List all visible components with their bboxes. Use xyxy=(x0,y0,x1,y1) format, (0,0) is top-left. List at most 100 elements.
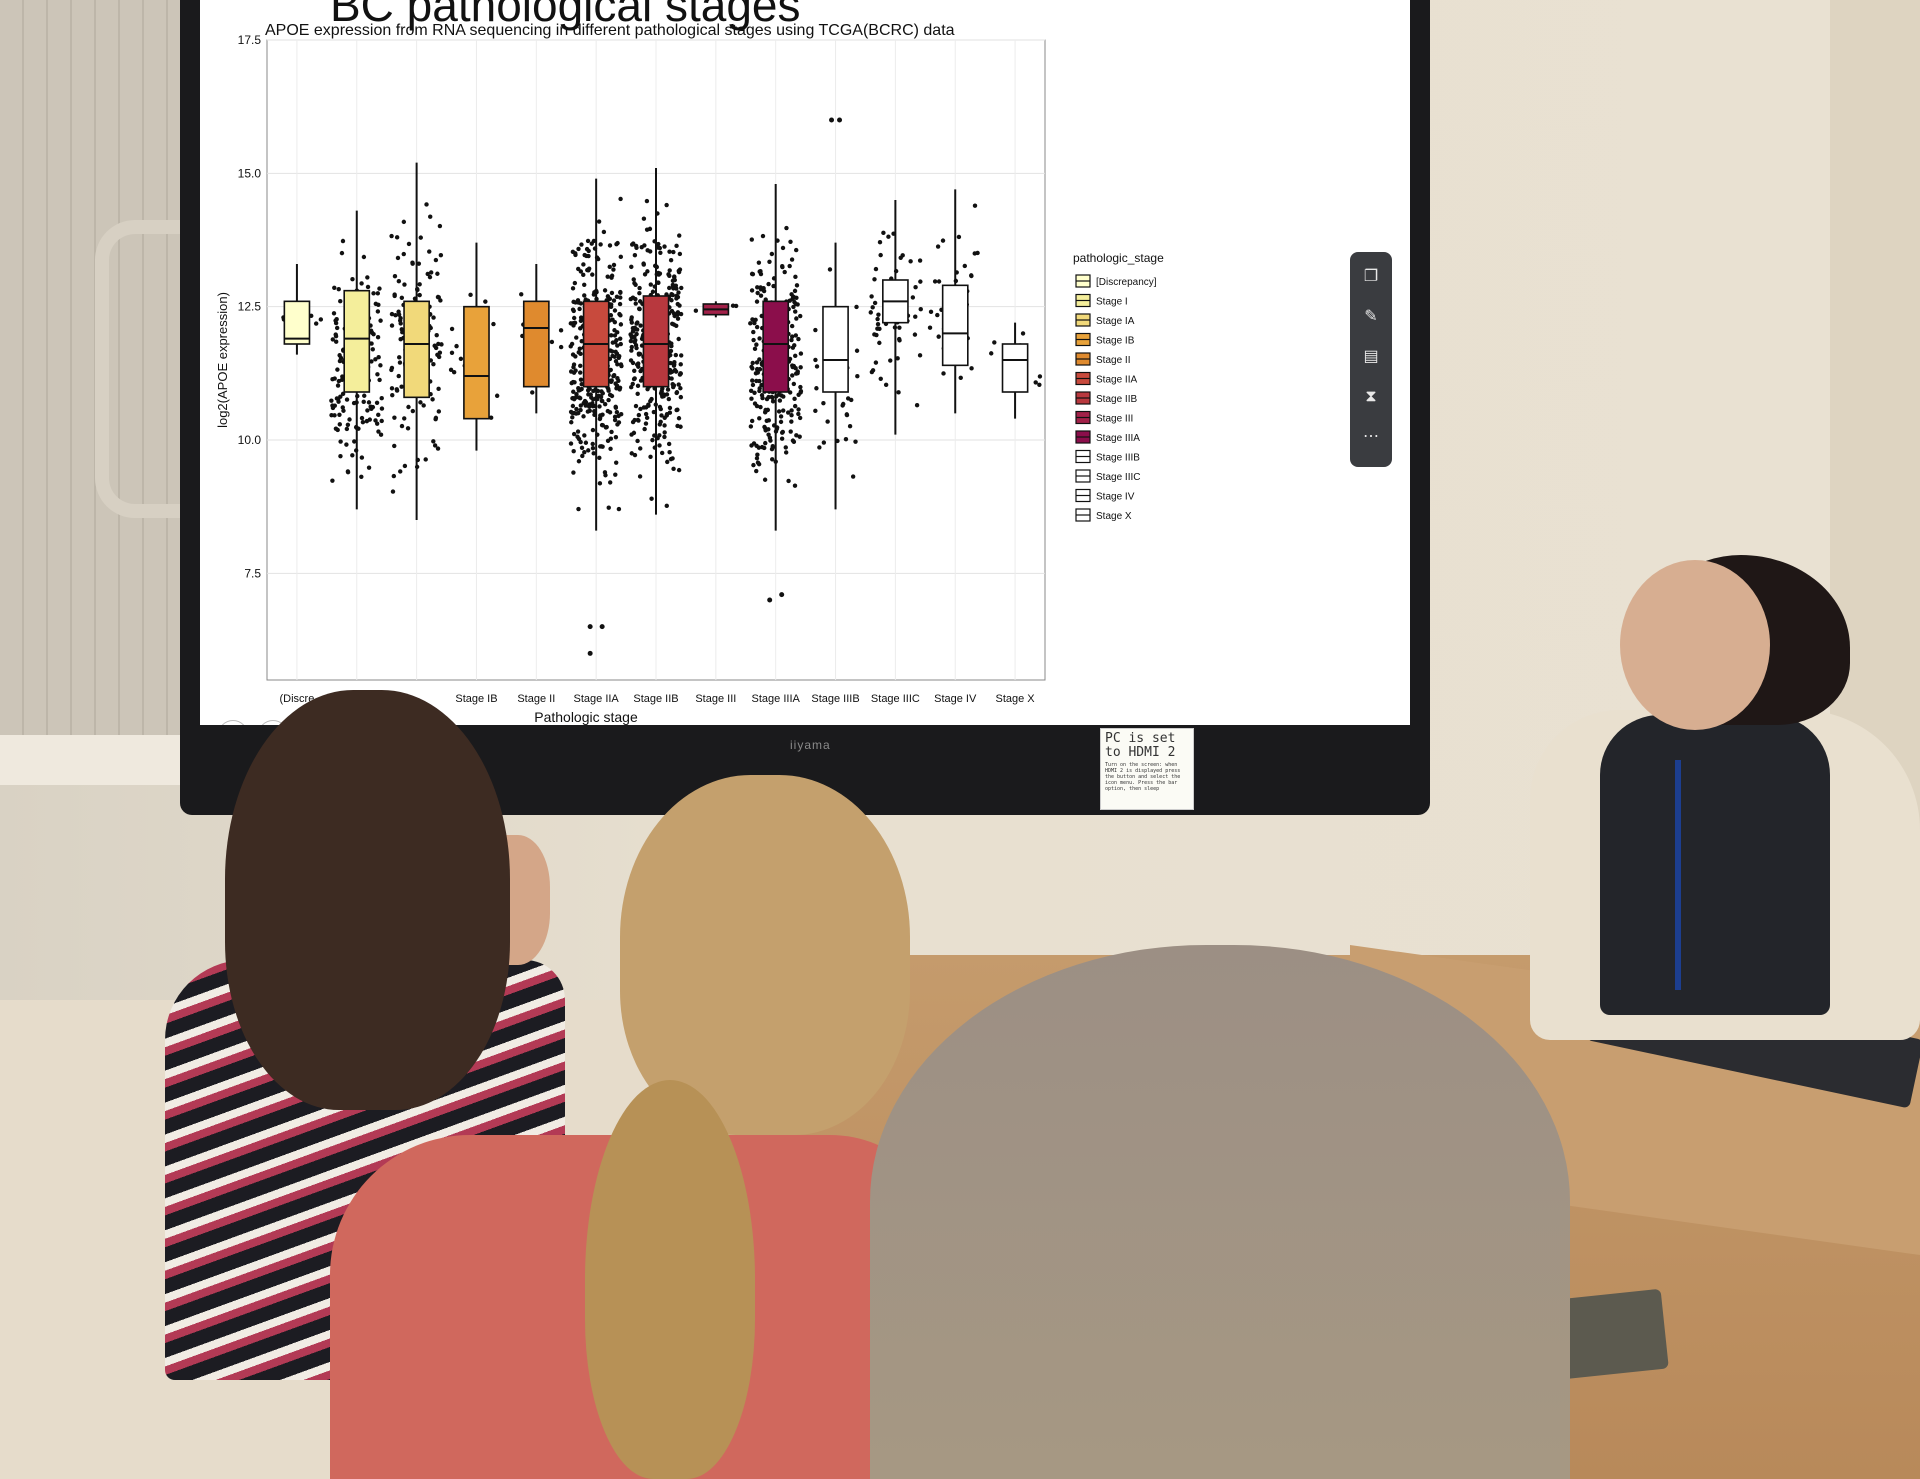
data-point xyxy=(359,281,364,286)
data-point xyxy=(438,252,444,258)
data-point xyxy=(678,394,684,400)
data-point xyxy=(792,403,798,409)
data-point xyxy=(569,420,574,425)
outlier-point xyxy=(837,117,843,123)
box-stageiv xyxy=(941,284,969,367)
data-point xyxy=(597,416,603,422)
data-point xyxy=(332,413,337,418)
data-point xyxy=(670,278,676,283)
data-point xyxy=(434,332,439,338)
sticky-note: PC is set to HDMI 2 Turn on the screen: … xyxy=(1100,728,1194,810)
legend-entry: Stage IIIC xyxy=(1096,472,1140,483)
data-point xyxy=(576,350,581,355)
data-point xyxy=(611,298,617,303)
data-point xyxy=(609,290,615,296)
data-point xyxy=(570,379,576,385)
data-point xyxy=(613,358,619,364)
data-point xyxy=(789,292,794,297)
data-point xyxy=(762,445,767,451)
data-point xyxy=(336,378,342,384)
data-point xyxy=(674,407,679,413)
whiteboard-icon[interactable]: ▤ xyxy=(1363,348,1379,365)
data-point xyxy=(798,384,803,390)
x-tick-label: Stage IB xyxy=(455,693,497,705)
data-point xyxy=(578,439,583,445)
data-point xyxy=(432,343,437,348)
data-point xyxy=(847,424,853,429)
data-point xyxy=(676,416,682,421)
x-tick-label: Stage IIIA xyxy=(752,693,801,705)
data-point xyxy=(398,469,403,474)
data-point xyxy=(618,295,623,300)
data-point xyxy=(603,473,608,478)
data-point xyxy=(876,312,881,317)
data-point xyxy=(641,262,646,267)
data-point xyxy=(658,250,663,256)
data-point xyxy=(374,400,380,406)
data-point xyxy=(607,410,613,415)
data-point xyxy=(405,426,411,431)
data-point xyxy=(791,304,796,310)
data-point xyxy=(390,392,395,398)
data-point xyxy=(875,326,880,331)
data-point xyxy=(428,270,434,275)
data-point xyxy=(795,370,800,376)
data-point xyxy=(662,423,667,428)
data-point xyxy=(337,358,343,364)
data-point xyxy=(605,294,611,299)
data-point xyxy=(914,403,920,408)
data-point xyxy=(370,347,375,352)
data-point xyxy=(571,321,576,326)
data-point xyxy=(662,430,667,435)
more-icon[interactable]: ⋯ xyxy=(1363,428,1379,445)
data-point xyxy=(598,413,603,418)
data-point xyxy=(841,401,846,407)
data-point xyxy=(606,505,611,510)
data-point xyxy=(613,434,619,440)
presenter-vest xyxy=(1600,715,1830,1015)
data-point xyxy=(850,474,856,479)
data-point xyxy=(397,360,403,365)
data-point xyxy=(629,242,635,247)
data-point xyxy=(396,373,401,379)
data-point xyxy=(396,312,402,317)
data-point xyxy=(674,243,679,249)
data-point xyxy=(410,261,415,266)
data-point xyxy=(631,376,637,382)
data-point xyxy=(396,279,402,284)
timer-icon[interactable]: ⧗ xyxy=(1365,388,1377,405)
data-point xyxy=(797,434,802,439)
data-point xyxy=(398,316,403,321)
data-point xyxy=(366,400,372,405)
data-point xyxy=(617,336,623,341)
data-point xyxy=(596,393,601,399)
box-stageib xyxy=(463,305,490,420)
data-point xyxy=(751,337,756,343)
pen-icon[interactable]: ✎ xyxy=(1364,308,1378,325)
data-point xyxy=(571,364,576,370)
legend-entry: Stage I xyxy=(1096,297,1128,308)
data-point xyxy=(638,406,643,412)
data-point xyxy=(432,443,438,448)
windows-icon[interactable]: ❐ xyxy=(1363,268,1379,285)
data-point xyxy=(333,339,339,344)
data-point xyxy=(761,288,767,294)
data-point xyxy=(632,452,638,458)
y-tick-label: 10.0 xyxy=(238,433,262,447)
data-point xyxy=(338,299,343,304)
data-point xyxy=(558,344,564,350)
data-point xyxy=(854,304,859,310)
data-point xyxy=(779,436,785,441)
data-point xyxy=(335,367,340,372)
data-point xyxy=(451,369,457,375)
data-point xyxy=(341,408,346,413)
data-point xyxy=(435,271,440,276)
data-point xyxy=(392,292,397,297)
data-point xyxy=(581,414,586,419)
data-point xyxy=(344,397,350,402)
data-point xyxy=(376,429,381,434)
data-point xyxy=(375,372,380,377)
data-point xyxy=(635,383,641,389)
data-point xyxy=(578,370,583,375)
